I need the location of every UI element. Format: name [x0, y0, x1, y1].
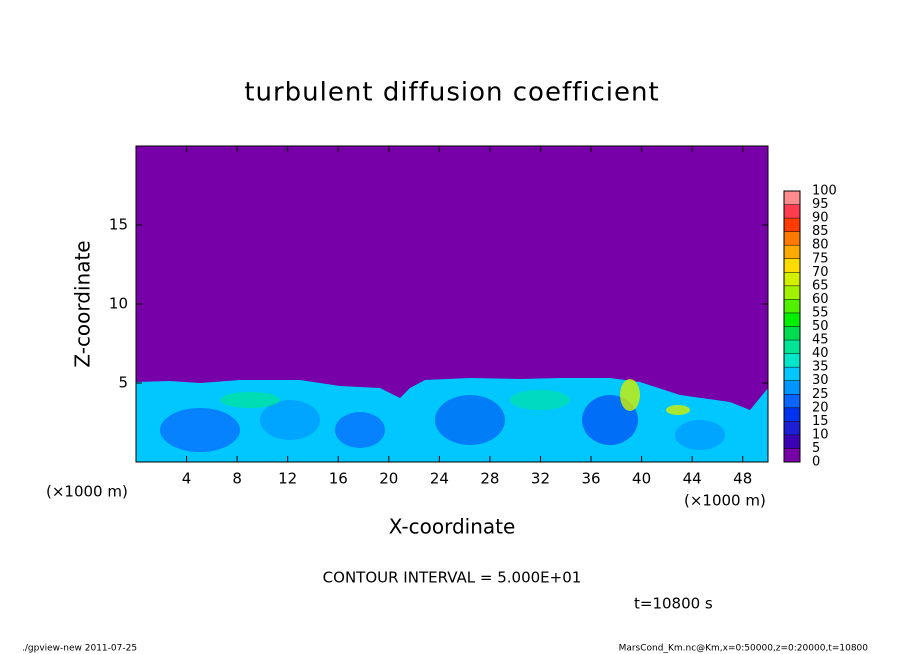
x-tick-label: 20	[379, 470, 398, 488]
colorbar-label: 45	[812, 333, 829, 348]
colorbar-label: 65	[812, 278, 829, 293]
x-tick-label: 24	[430, 470, 449, 488]
colorbar-band	[784, 326, 800, 341]
colorbar-label: 25	[812, 387, 829, 402]
footer-right: MarsCond_Km.nc@Km,x=0:50000,z=0:20000,t=…	[619, 644, 869, 654]
x-tick-label: 8	[232, 470, 242, 488]
colorbar-band	[784, 204, 800, 219]
y-unit-label: (×1000 m)	[46, 483, 128, 501]
colorbar-band	[784, 299, 800, 313]
colorbar-band	[784, 353, 800, 368]
colorbar-label: 10	[812, 427, 829, 442]
x-tick-label: 44	[683, 470, 702, 488]
colorbar-label: 60	[812, 292, 829, 307]
colorbar-band	[784, 312, 800, 327]
colorbar-label: 30	[812, 373, 829, 388]
contour-interval: CONTOUR INTERVAL = 5.000E+01	[323, 569, 582, 587]
colorbar-band	[784, 367, 800, 381]
colorbar-band	[784, 448, 800, 462]
colorbar-label: 70	[812, 265, 829, 280]
colorbar-band	[784, 434, 800, 449]
x-tick-label: 28	[480, 470, 499, 488]
x-tick-label: 36	[581, 470, 600, 488]
x-axis-label: X-coordinate	[389, 515, 516, 539]
colorbar-band	[784, 407, 800, 422]
colorbar-band	[784, 218, 800, 232]
colorbar-label: 0	[812, 455, 820, 470]
y-tick-label: 10	[109, 295, 128, 313]
colorbar-band	[784, 340, 800, 354]
footer-left: ./gpview-new 2011-07-25	[22, 644, 137, 654]
colorbar-band	[784, 245, 800, 259]
colorbar-label: 80	[812, 238, 829, 253]
colorbar-label: 20	[812, 400, 829, 415]
y-tick-label: 5	[118, 374, 128, 392]
colorbar-label: 5	[812, 441, 820, 456]
colorbar-label: 100	[812, 184, 837, 199]
x-tick-label: 32	[531, 470, 550, 488]
colorbar-label: 85	[812, 224, 829, 239]
colorbar-label: 40	[812, 346, 829, 361]
x-unit-label: (×1000 m)	[684, 492, 766, 510]
colorbar-label: 90	[812, 211, 829, 226]
x-tick-label: 48	[733, 470, 752, 488]
colorbar-label: 50	[812, 319, 829, 334]
colorbar-band	[784, 394, 800, 408]
chart-title: turbulent diffusion coefficient	[244, 78, 659, 108]
colorbar-band	[784, 272, 800, 286]
x-tick-label: 4	[182, 470, 192, 488]
x-tick-label: 40	[632, 470, 651, 488]
colorbar-label: 15	[812, 414, 829, 429]
colorbar-band	[784, 231, 800, 246]
colorbar-label: 95	[812, 197, 829, 212]
colorbar-band	[784, 421, 800, 435]
x-tick-label: 16	[329, 470, 348, 488]
turbulent-layer	[136, 378, 768, 462]
y-axis-label: Z-coordinate	[71, 240, 95, 367]
colorbar-band	[784, 285, 800, 300]
time-label: t=10800 s	[634, 595, 713, 613]
colorbar-band	[784, 258, 800, 273]
colorbar-label: 35	[812, 360, 829, 375]
colorbar-label: 55	[812, 305, 829, 320]
colorbar-label: 75	[812, 251, 829, 266]
colorbar-band	[784, 191, 800, 205]
y-tick-label: 15	[109, 216, 128, 234]
colorbar-band	[784, 380, 800, 395]
x-tick-label: 12	[278, 470, 297, 488]
